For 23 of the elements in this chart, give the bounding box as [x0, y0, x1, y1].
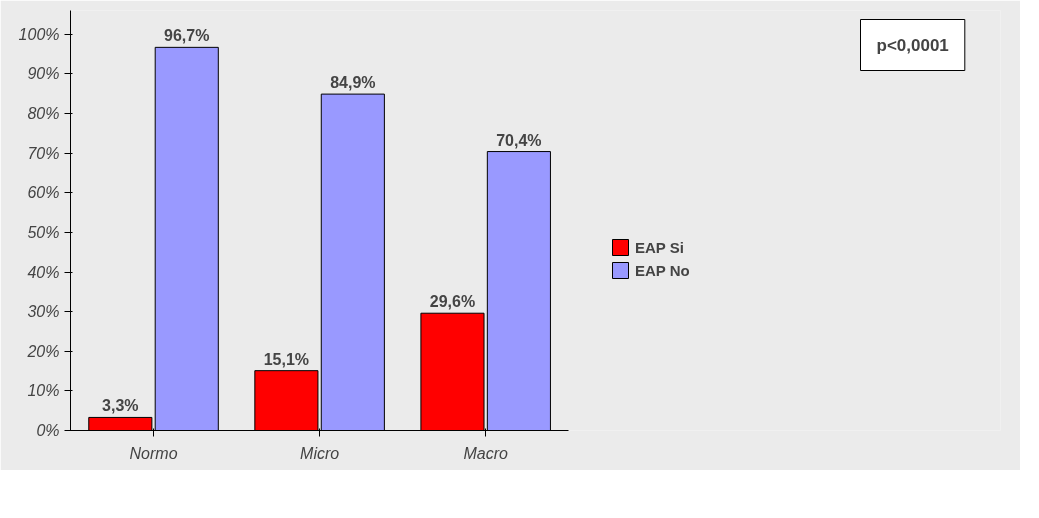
x-tick-label: Normo — [129, 444, 178, 462]
y-tick-label: 20% — [26, 342, 60, 360]
data-label: 70,4% — [496, 131, 542, 149]
y-tick-label: 10% — [27, 382, 60, 400]
data-label: 3,3% — [102, 397, 139, 415]
data-label: 15,1% — [263, 350, 310, 368]
legend-label: EAP Si — [635, 238, 684, 256]
data-label: 96,7% — [164, 27, 210, 45]
y-tick-label: 30% — [27, 303, 60, 321]
y-tick-label: 90% — [27, 65, 60, 83]
text: p<0,0001 — [876, 35, 949, 55]
y-tick-label: 50% — [27, 223, 60, 241]
y-tick-label: 40% — [27, 263, 60, 281]
x-tick-label: Macro — [463, 444, 509, 462]
data-label: 29,6% — [429, 293, 476, 311]
y-tick-label: 0% — [36, 422, 60, 439]
x-tick-label: Micro — [300, 444, 340, 462]
legend-label: EAP No — [635, 261, 690, 279]
y-tick-label: 70% — [27, 144, 60, 162]
data-label: 84,9% — [330, 74, 376, 92]
y-tick-label: 60% — [27, 184, 60, 202]
y-tick-label: 100% — [18, 25, 60, 43]
y-tick-label: 80% — [27, 105, 60, 123]
